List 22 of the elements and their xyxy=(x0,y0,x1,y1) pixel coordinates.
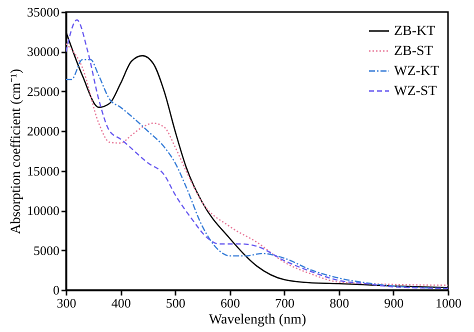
y-tick-label: 35000 xyxy=(27,4,60,20)
y-tick-label: 25000 xyxy=(27,84,60,99)
y-tick-label: 15000 xyxy=(27,163,60,178)
x-tick-label: 1000 xyxy=(436,296,462,310)
y-tick-label: 30000 xyxy=(27,44,60,60)
y-tick-label: 0 xyxy=(53,282,60,298)
legend-label: ZB-KT xyxy=(394,24,436,39)
x-tick-label: 400 xyxy=(111,296,131,310)
legend-label: WZ-KT xyxy=(394,64,440,79)
x-axis-title: Wavelength (nm) xyxy=(208,312,306,328)
x-tick-label: 800 xyxy=(330,296,350,310)
x-tick-label: 600 xyxy=(220,296,240,310)
x-tick-label: 900 xyxy=(384,296,404,310)
y-axis-title: Absorption coefficient (cm⁻¹) xyxy=(9,68,24,234)
legend-label: ZB-ST xyxy=(394,44,434,59)
x-tick-label: 300 xyxy=(56,296,76,310)
y-tick-label: 10000 xyxy=(27,203,60,218)
legend-label: WZ-ST xyxy=(394,84,438,99)
x-tick-label: 500 xyxy=(166,296,186,310)
y-tick-label: 20000 xyxy=(27,124,60,139)
x-tick-label: 700 xyxy=(275,296,295,310)
y-tick-label: 5000 xyxy=(34,242,60,258)
